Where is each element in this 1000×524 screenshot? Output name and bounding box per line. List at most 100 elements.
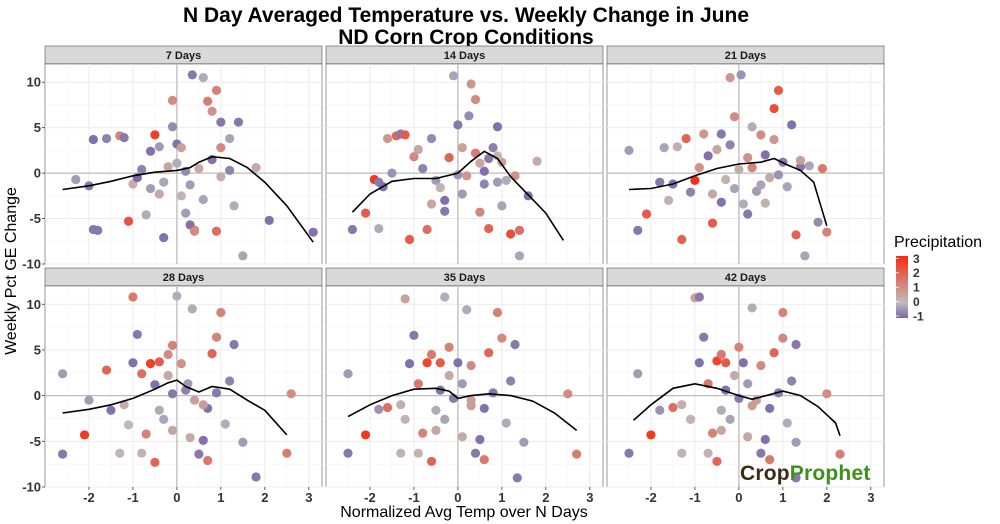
facet-panel: 35 Days -2 -1 0 1 2 3 bbox=[325, 267, 604, 505]
data-point bbox=[769, 134, 779, 145]
data-point bbox=[198, 73, 208, 83]
data-point bbox=[435, 385, 445, 395]
data-point bbox=[778, 307, 788, 318]
y-tick-label: 0 bbox=[34, 388, 41, 403]
data-point bbox=[707, 428, 718, 438]
data-point bbox=[426, 456, 437, 467]
data-point bbox=[426, 133, 437, 144]
data-point bbox=[747, 303, 757, 313]
data-point bbox=[743, 432, 753, 442]
data-point bbox=[506, 229, 516, 239]
chart-subtitle: ND Corn Crop Conditions bbox=[338, 26, 593, 49]
data-point bbox=[791, 230, 801, 240]
data-point bbox=[738, 199, 748, 209]
data-point bbox=[466, 79, 476, 89]
data-point bbox=[422, 224, 432, 235]
data-point bbox=[220, 419, 230, 429]
data-point bbox=[141, 429, 151, 439]
data-point bbox=[123, 420, 134, 430]
data-point bbox=[71, 174, 81, 185]
x-tick-label: -2 bbox=[83, 490, 95, 505]
data-point bbox=[747, 401, 757, 411]
facet-strip-label: 35 Days bbox=[444, 272, 486, 284]
data-point bbox=[510, 171, 520, 181]
data-point bbox=[506, 376, 516, 386]
data-point bbox=[167, 122, 178, 132]
data-point bbox=[716, 129, 726, 139]
data-point bbox=[795, 155, 806, 165]
data-point bbox=[747, 122, 757, 132]
data-point bbox=[655, 177, 665, 187]
data-point bbox=[396, 448, 406, 458]
data-point bbox=[203, 455, 213, 466]
data-point bbox=[475, 158, 485, 168]
data-point bbox=[233, 117, 244, 127]
data-point bbox=[707, 189, 718, 199]
data-point bbox=[154, 405, 164, 415]
data-point bbox=[470, 94, 481, 105]
data-point bbox=[382, 133, 393, 144]
legend-title: Precipitation bbox=[894, 234, 982, 251]
data-point bbox=[154, 189, 164, 199]
data-point bbox=[119, 400, 129, 410]
data-point bbox=[756, 360, 766, 371]
data-point bbox=[211, 332, 222, 342]
data-point bbox=[466, 401, 476, 411]
data-point bbox=[167, 340, 178, 350]
data-point bbox=[725, 73, 735, 83]
data-point bbox=[773, 85, 784, 95]
data-point bbox=[663, 195, 674, 205]
data-point bbox=[712, 456, 722, 467]
data-point bbox=[216, 307, 226, 318]
data-point bbox=[716, 197, 726, 207]
data-point bbox=[641, 209, 652, 219]
data-point bbox=[492, 122, 503, 132]
data-point bbox=[765, 403, 775, 414]
data-point bbox=[677, 448, 687, 458]
x-tick-label: -1 bbox=[127, 490, 139, 505]
data-point bbox=[431, 425, 441, 435]
legend-color-bar bbox=[896, 256, 908, 318]
data-point bbox=[172, 291, 182, 301]
data-point bbox=[659, 143, 669, 153]
data-point bbox=[747, 163, 757, 173]
data-point bbox=[743, 153, 753, 163]
data-point bbox=[187, 70, 197, 80]
data-point bbox=[444, 153, 454, 163]
data-point bbox=[743, 379, 753, 389]
data-point bbox=[194, 449, 204, 459]
x-axis-label: Normalized Avg Temp over N Days bbox=[340, 504, 588, 521]
data-point bbox=[409, 152, 419, 162]
x-tick-label: 1 bbox=[779, 490, 786, 505]
data-point bbox=[479, 403, 489, 414]
data-point bbox=[426, 349, 437, 360]
data-point bbox=[453, 120, 463, 130]
data-point bbox=[835, 449, 845, 459]
data-point bbox=[453, 170, 463, 180]
x-tick-label: -1 bbox=[408, 490, 420, 505]
data-point bbox=[123, 216, 134, 226]
data-point bbox=[694, 292, 704, 302]
data-point bbox=[189, 226, 200, 236]
x-tick-label: 3 bbox=[867, 490, 874, 505]
data-point bbox=[624, 448, 634, 458]
data-point bbox=[466, 360, 476, 371]
data-point bbox=[791, 339, 801, 350]
data-point bbox=[308, 227, 318, 237]
data-point bbox=[479, 179, 489, 189]
data-point bbox=[743, 209, 753, 219]
data-point bbox=[484, 348, 494, 358]
data-point bbox=[282, 448, 292, 458]
x-tick-label: 0 bbox=[173, 490, 180, 505]
data-point bbox=[106, 405, 116, 415]
data-point bbox=[448, 71, 459, 81]
data-point bbox=[141, 210, 151, 220]
data-point bbox=[238, 251, 248, 261]
data-point bbox=[264, 215, 274, 225]
data-point bbox=[453, 358, 463, 368]
data-point bbox=[145, 359, 156, 369]
facet-strip-label: 42 Days bbox=[725, 272, 767, 284]
